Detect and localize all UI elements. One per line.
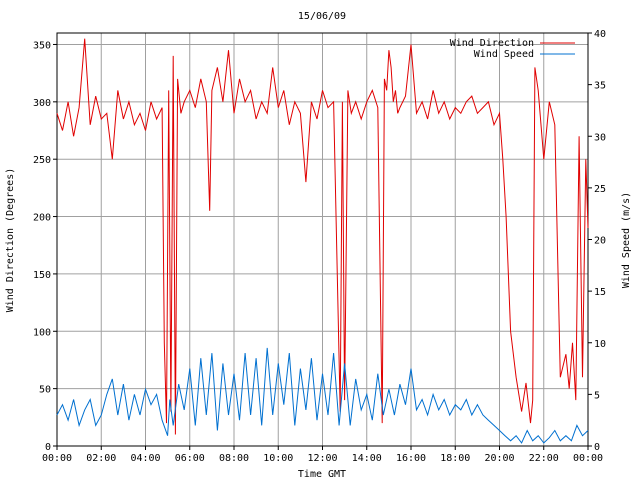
y-right-tick-label: 0 xyxy=(594,442,600,453)
x-tick-label: 10:00 xyxy=(263,453,293,464)
x-tick-label: 14:00 xyxy=(352,453,382,464)
x-tick-label: 18:00 xyxy=(440,453,470,464)
x-tick-label: 08:00 xyxy=(219,453,249,464)
y-left-tick-label: 150 xyxy=(33,270,51,281)
y-right-tick-label: 40 xyxy=(594,29,606,40)
x-tick-label: 06:00 xyxy=(175,453,205,464)
y-right-tick-label: 20 xyxy=(594,236,606,247)
y-left-tick-label: 0 xyxy=(45,442,51,453)
y-right-tick-label: 35 xyxy=(594,81,606,92)
legend-label-wind-speed: Wind Speed xyxy=(474,49,534,60)
x-tick-label: 20:00 xyxy=(484,453,514,464)
x-axis-label: Time GMT xyxy=(298,469,346,480)
legend-label-wind-direction: Wind Direction xyxy=(450,38,534,49)
y-axis-left-label: Wind Direction (Degrees) xyxy=(5,168,16,313)
legend: Wind Direction Wind Speed xyxy=(450,38,575,60)
y-left-tick-label: 350 xyxy=(33,40,51,51)
y-left-tick-label: 100 xyxy=(33,327,51,338)
x-tick-label: 02:00 xyxy=(86,453,116,464)
y-right-tick-label: 10 xyxy=(594,339,606,350)
x-tick-label: 12:00 xyxy=(307,453,337,464)
y-left-tick-label: 300 xyxy=(33,98,51,109)
y-left-tick-label: 200 xyxy=(33,213,51,224)
y-right-tick-label: 30 xyxy=(594,132,606,143)
y-right-tick-label: 5 xyxy=(594,390,600,401)
chart-title: 15/06/09 xyxy=(298,11,346,22)
series-line-wind-speed xyxy=(56,347,589,444)
x-tick-label: 16:00 xyxy=(396,453,426,464)
x-tick-label: 04:00 xyxy=(130,453,160,464)
y-axis-right-label: Wind Speed (m/s) xyxy=(621,192,632,288)
grid xyxy=(57,33,588,446)
x-tick-label: 00:00 xyxy=(42,453,72,464)
axis-ticks: 00:00 02:00 04:00 06:00 08:00 10:00 12:00 14:00… xyxy=(33,29,606,464)
x-tick-label: 00:00 xyxy=(573,453,603,464)
y-right-tick-label: 25 xyxy=(594,184,606,195)
series xyxy=(56,38,589,444)
y-left-tick-label: 50 xyxy=(39,385,51,396)
x-tick-label: 22:00 xyxy=(529,453,559,464)
y-left-tick-label: 250 xyxy=(33,155,51,166)
y-right-tick-label: 15 xyxy=(594,287,606,298)
